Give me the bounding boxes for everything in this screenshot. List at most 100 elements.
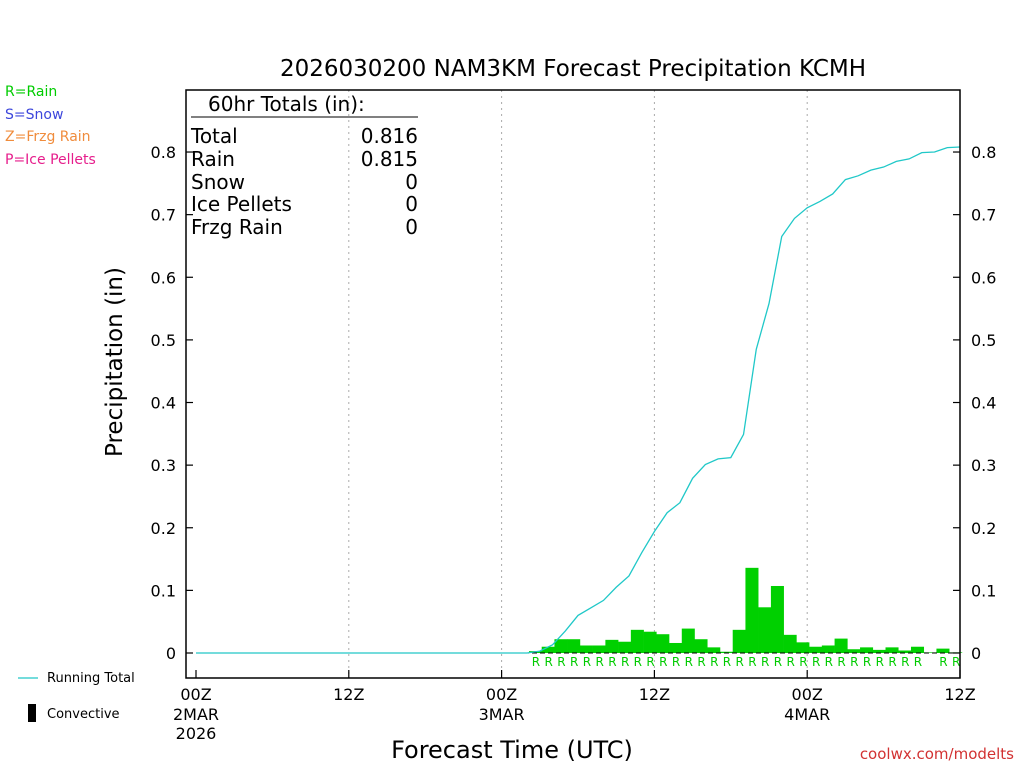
ptype-letter-27: R — [876, 655, 884, 669]
x-tick-label-0: 00Z — [180, 685, 211, 704]
x-tick-year-0: 2026 — [176, 724, 217, 743]
x-axis-label: Forecast Time (UTC) — [391, 736, 633, 764]
y-tick-label-right-1: 0.1 — [971, 581, 996, 600]
ptype-letter-5: R — [595, 655, 603, 669]
ptype-letter-14: R — [710, 655, 718, 669]
precip-bars — [528, 567, 963, 653]
totals-value-total: 0.816 — [361, 124, 418, 148]
precip-bar-19 — [770, 585, 784, 653]
ptype-letter-2: R — [557, 655, 565, 669]
precip-bar-25 — [847, 649, 861, 653]
precip-bar-16 — [732, 629, 746, 653]
ptype-letter-10: R — [659, 655, 667, 669]
footer-credit: coolwx.com/modelts — [860, 745, 1014, 763]
ptype-letter-7: R — [621, 655, 629, 669]
precip-bar-31 — [923, 652, 937, 653]
x-tick-label-2: 00Z — [486, 685, 517, 704]
chart-title: 2026030200 NAM3KM Forecast Precipitation… — [280, 56, 866, 82]
precip-bar-3 — [567, 639, 581, 653]
x-tick-date-2: 3MAR — [479, 705, 525, 724]
precip-bar-27 — [872, 649, 886, 653]
x-tick-label-1: 12Z — [333, 685, 364, 704]
legend-ice-pellets: P=Ice Pellets — [5, 152, 96, 168]
ptype-letter-26: R — [863, 655, 871, 669]
y-tick-label-right-3: 0.3 — [971, 456, 996, 475]
y-tick-label-right-0: 0 — [971, 644, 981, 663]
y-tick-label-left-7: 0.7 — [151, 206, 176, 225]
legend-snow: S=Snow — [5, 107, 63, 123]
precip-bar-9 — [643, 631, 657, 653]
precip-bar-7 — [618, 641, 632, 653]
y-tick-label-left-0: 0 — [166, 644, 176, 663]
precip-bar-21 — [796, 642, 810, 653]
x-tick-date-4: 4MAR — [784, 705, 830, 724]
precip-bar-11 — [669, 642, 683, 653]
precip-bar-1 — [541, 646, 555, 653]
y-tick-label-right-7: 0.7 — [971, 206, 996, 225]
x-tick-label-3: 12Z — [639, 685, 670, 704]
precip-bar-20 — [783, 634, 797, 653]
legend-convective: Convective — [47, 707, 120, 722]
ptype-letter-29: R — [901, 655, 909, 669]
y-tick-label-left-8: 0.8 — [151, 143, 176, 162]
precip-bar-24 — [834, 638, 848, 653]
x-tick-label-5: 12Z — [944, 685, 975, 704]
totals-label-frzg-rain: Frzg Rain — [191, 215, 283, 239]
totals-value-snow: 0 — [405, 170, 418, 194]
ptype-letter-4: R — [583, 655, 591, 669]
ptype-letter-9: R — [646, 655, 654, 669]
y-tick-label-right-6: 0.6 — [971, 268, 996, 287]
ptype-letter-13: R — [697, 655, 705, 669]
ptype-letter-23: R — [825, 655, 833, 669]
ptype-letter-3: R — [570, 655, 578, 669]
ptype-letter-32: R — [952, 655, 960, 669]
ptype-letter-28: R — [888, 655, 896, 669]
ptype-letter-18: R — [761, 655, 769, 669]
y-tick-label-left-4: 0.4 — [151, 394, 176, 413]
precip-bar-13 — [694, 639, 708, 653]
ptype-letter-25: R — [850, 655, 858, 669]
plot-frame — [185, 89, 961, 679]
ptype-letter-8: R — [634, 655, 642, 669]
y-tick-label-left-5: 0.5 — [151, 331, 176, 350]
y-tick-label-right-2: 0.2 — [971, 519, 996, 538]
totals-box: 60hr Totals (in): Total 0.816 Rain 0.815… — [190, 92, 418, 239]
y-tick-label-right-8: 0.8 — [971, 143, 996, 162]
precip-bar-28 — [885, 647, 899, 653]
y-axis-label: Precipitation (in) — [102, 267, 128, 457]
x-tick-date-0: 2MAR — [173, 705, 219, 724]
precip-bar-15 — [719, 651, 734, 653]
ptype-letter-16: R — [736, 655, 744, 669]
ptype-letter-31: R — [939, 655, 947, 669]
totals-value-frzg-rain: 0 — [405, 215, 418, 239]
totals-label-total: Total — [190, 124, 238, 148]
totals-label-ice-pellets: Ice Pellets — [191, 192, 292, 216]
totals-label-snow: Snow — [191, 170, 245, 194]
legend-rain: R=Rain — [5, 84, 57, 100]
precip-bar-23 — [821, 645, 835, 653]
totals-value-rain: 0.815 — [361, 147, 418, 171]
precip-bar-2 — [554, 639, 568, 653]
totals-label-rain: Rain — [191, 147, 235, 171]
ptype-letter-17: R — [748, 655, 756, 669]
y-tick-label-left-1: 0.1 — [151, 581, 176, 600]
precip-bar-12 — [681, 628, 695, 653]
ptype-letter-21: R — [799, 655, 807, 669]
ptype-letter-22: R — [812, 655, 820, 669]
precip-bar-22 — [809, 646, 823, 653]
precip-bar-17 — [745, 567, 759, 653]
precip-bar-5 — [592, 645, 606, 653]
x-tick-label-4: 00Z — [792, 685, 823, 704]
ptype-letter-30: R — [914, 655, 922, 669]
legend-frzg-rain: Z=Frzg Rain — [5, 129, 91, 145]
precip-bar-6 — [605, 639, 619, 653]
y-tick-label-left-2: 0.2 — [151, 519, 176, 538]
legend-running-total: Running Total — [47, 671, 135, 686]
precip-bar-26 — [860, 647, 874, 653]
ptype-letter-20: R — [786, 655, 794, 669]
ptype-letter-11: R — [672, 655, 680, 669]
ptype-letter-0: R — [532, 655, 540, 669]
y-tick-label-right-5: 0.5 — [971, 331, 996, 350]
